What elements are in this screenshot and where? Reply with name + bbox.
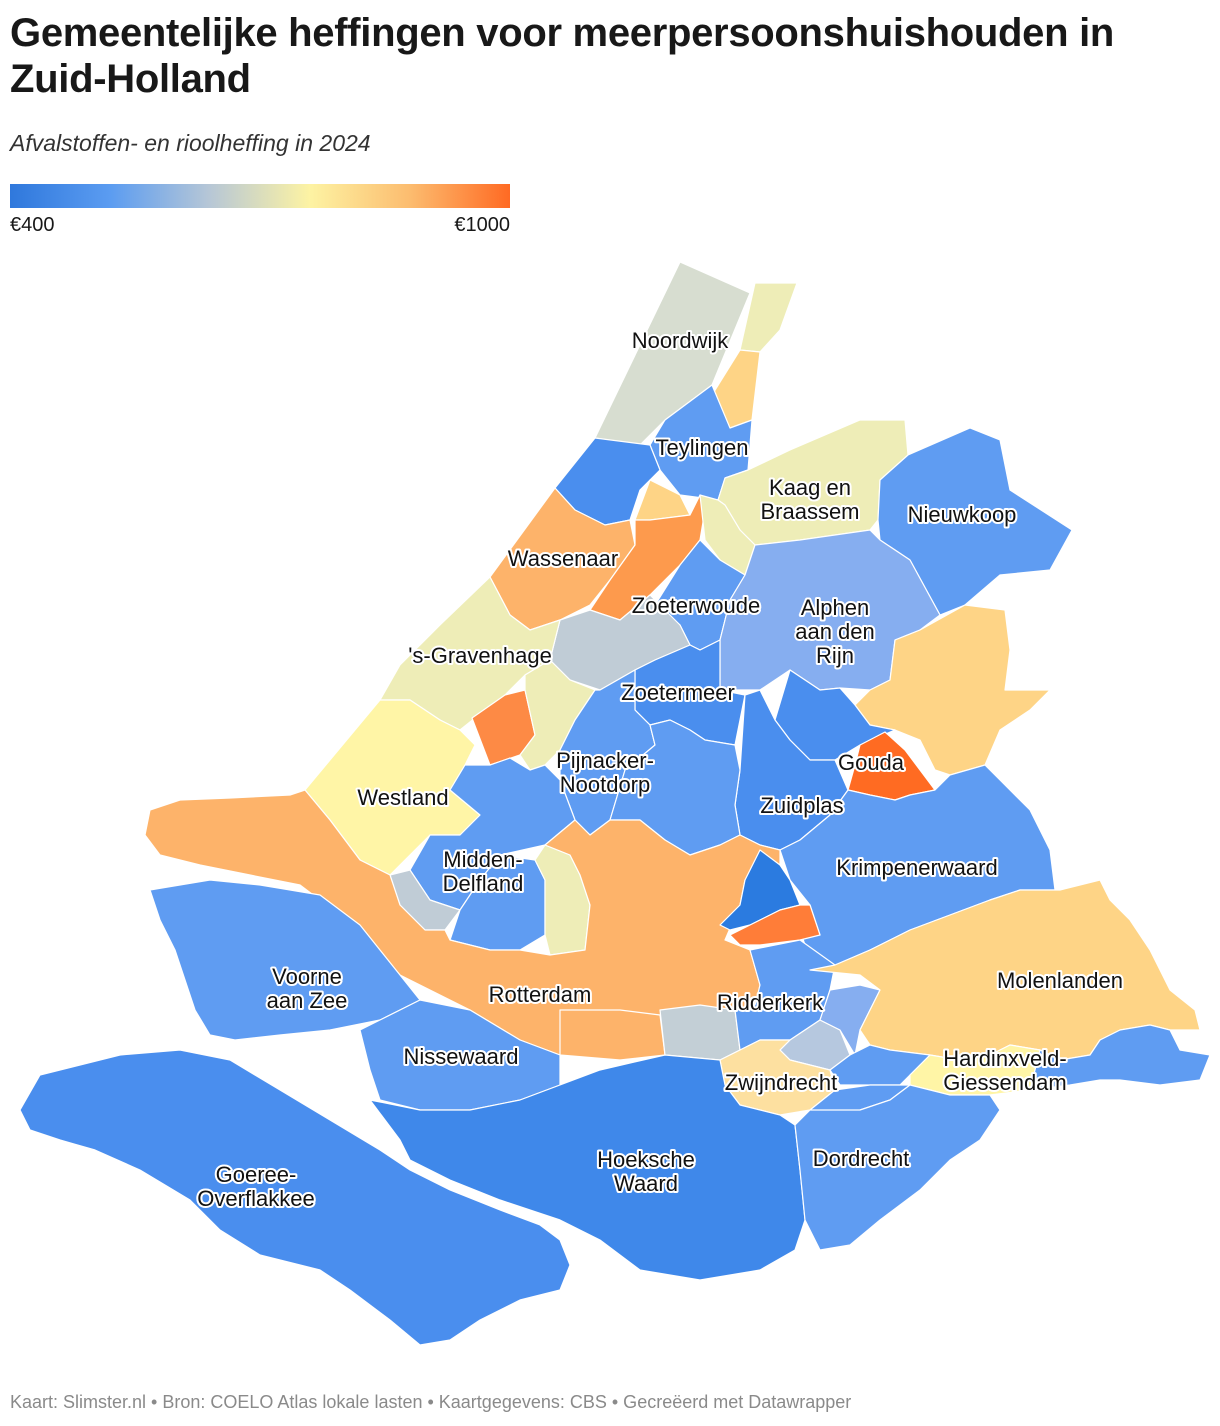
region-goeree[interactable] — [19, 1049, 571, 1346]
label-nissewaard: Nissewaard — [404, 1044, 519, 1069]
label-noordwijk: Noordwijk — [632, 328, 730, 353]
region-alblasserdam[interactable] — [819, 984, 881, 1056]
region-delft[interactable] — [519, 659, 596, 771]
label-hardinxveld: Hardinxveld-Giessendam — [943, 1046, 1067, 1095]
municipality-shapes — [19, 261, 1211, 1346]
map-subtitle: Afvalstoffen- en rioolheffing in 2024 — [10, 130, 371, 156]
label-kaag: Kaag en Braassem — [760, 475, 859, 524]
region-albrandswaard[interactable] — [559, 1009, 666, 1061]
region-hillegom-lisse[interactable] — [739, 282, 798, 353]
label-zuidplas: Zuidplas — [760, 793, 843, 818]
choropleth-map: Noordwijk Teylingen Kaag en Braassem Nieu… — [19, 261, 1211, 1346]
label-wassenaar: Wassenaar — [508, 546, 618, 571]
label-krimpenerwaard: Krimpenerwaard — [836, 855, 997, 880]
label-gouda: Gouda — [838, 750, 905, 775]
region-gorinchem[interactable] — [1029, 1024, 1211, 1091]
region-nieuwkoop[interactable] — [877, 427, 1073, 616]
legend-max-label: €1000 — [454, 214, 510, 236]
label-nieuwkoop: Nieuwkoop — [908, 502, 1017, 527]
label-pijnacker: Pijnacker-Nootdorp — [556, 748, 654, 797]
label-westland: Westland — [357, 785, 448, 810]
legend-gradient-bar — [10, 184, 510, 208]
region-dordrecht[interactable] — [794, 1084, 1001, 1251]
label-hoeksche: Hoeksche Waard — [597, 1147, 695, 1196]
municipality-labels: Noordwijk Teylingen Kaag en Braassem Nieu… — [195, 326, 1125, 1213]
label-zwijndrecht: Zwijndrecht — [725, 1070, 837, 1095]
label-voorne: Voorne aan Zee — [267, 964, 348, 1013]
region-voorne[interactable] — [149, 879, 421, 1041]
label-teylingen: Teylingen — [656, 435, 749, 460]
label-dordrecht: Dordrecht — [813, 1146, 910, 1171]
label-ridderkerk: Ridderkerk — [717, 990, 824, 1015]
label-zoeterwoude: Zoeterwoude — [632, 593, 760, 618]
region-sliedrecht[interactable] — [829, 1044, 931, 1086]
label-rotterdam: Rotterdam — [489, 982, 592, 1007]
label-midden-delfland: Midden-Delfland — [443, 847, 524, 896]
map-title: Gemeentelijke heffingen voor meerpersoon… — [10, 11, 1115, 101]
label-zoetermeer: Zoetermeer — [621, 680, 735, 705]
label-gravenhage: 's-Gravenhage — [408, 643, 552, 668]
label-molenlanden: Molenlanden — [997, 968, 1123, 993]
region-krimpen[interactable] — [729, 904, 821, 946]
label-alphen: Alphen aan den Rijn — [795, 595, 875, 668]
label-goeree: Goeree-Overflakkee — [197, 1162, 314, 1211]
legend-min-label: €400 — [10, 214, 55, 236]
color-legend: €400 €1000 — [10, 184, 510, 237]
source-credit: Kaart: Slimster.nl • Bron: COELO Atlas l… — [10, 1392, 852, 1412]
